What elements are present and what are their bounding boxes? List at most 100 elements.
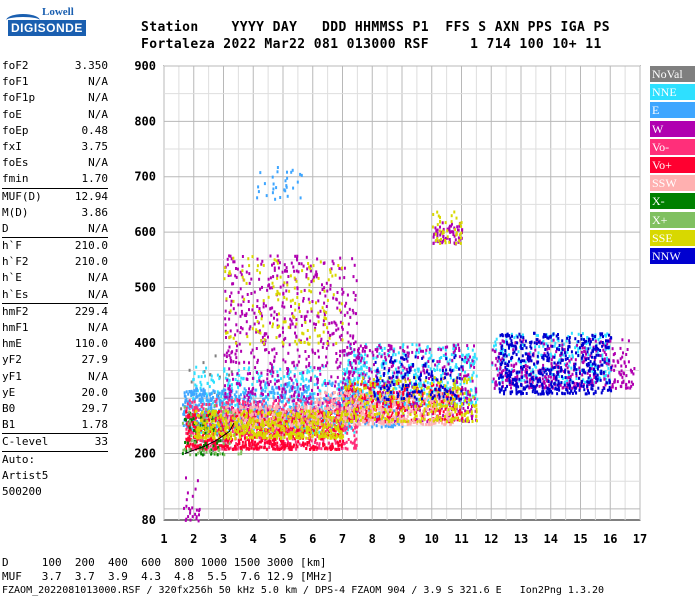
echo-point [279, 419, 282, 423]
echo-point [320, 404, 323, 408]
echo-point [508, 371, 511, 375]
echo-point [204, 410, 206, 414]
echo-point [514, 376, 517, 380]
echo-point [209, 444, 212, 448]
echo-point [520, 378, 523, 382]
echo-point [209, 422, 212, 426]
echo-point [291, 387, 294, 391]
echo-point [271, 374, 274, 378]
echo-point [220, 409, 223, 413]
echo-point [303, 395, 305, 399]
echo-point [243, 387, 246, 391]
echo-point [263, 417, 266, 421]
echo-point [309, 447, 312, 451]
echo-point [566, 379, 569, 383]
echo-point [457, 373, 460, 377]
echo-point [583, 346, 586, 350]
echo-point [630, 370, 633, 374]
echo-point [562, 370, 565, 373]
echo-point [440, 406, 443, 410]
echo-point [375, 374, 378, 378]
echo-point [312, 445, 314, 449]
echo-point [406, 386, 409, 390]
echo-point [295, 443, 298, 447]
param-row: yF1 N/A [2, 369, 108, 385]
echo-point [301, 376, 304, 380]
echo-point [350, 425, 353, 429]
echo-point [341, 287, 344, 291]
echo-point [334, 380, 337, 384]
echo-point [236, 379, 239, 383]
echo-point [452, 403, 455, 407]
echo-point [491, 380, 494, 384]
echo-point [339, 421, 342, 425]
echo-point [371, 393, 374, 397]
echo-point [237, 445, 240, 449]
echo-point [543, 352, 546, 356]
echo-point [247, 396, 250, 399]
echo-point [416, 367, 419, 371]
echo-point [270, 390, 272, 394]
param-name: 500200 [2, 484, 42, 498]
echo-point [443, 384, 445, 387]
echo-point [256, 380, 259, 383]
echo-point [202, 399, 205, 403]
echo-point [330, 267, 333, 271]
echo-point [209, 407, 212, 410]
param-value: N/A [88, 221, 108, 235]
param-row: C-level 33 [2, 434, 108, 450]
echo-point [449, 230, 452, 234]
param-value: 1.78 [81, 418, 109, 432]
echo-point [352, 275, 355, 279]
echo-point [591, 364, 593, 368]
echo-point [342, 426, 345, 430]
echo-point [522, 338, 525, 341]
echo-point [427, 365, 430, 368]
echo-point [196, 389, 199, 393]
echo-point [344, 428, 347, 432]
echo-point [315, 322, 317, 326]
echo-point [352, 428, 355, 432]
echo-point [567, 376, 570, 380]
echo-point [364, 422, 367, 426]
echo-point [284, 423, 287, 427]
echo-point [287, 412, 290, 415]
echo-point [260, 380, 262, 384]
echo-point [446, 360, 449, 364]
echo-point [361, 389, 364, 393]
echo-point [227, 397, 229, 401]
echo-point [186, 402, 189, 406]
echo-point [228, 407, 231, 411]
echo-point [290, 427, 293, 431]
echo-point [612, 359, 615, 363]
echo-point [278, 448, 281, 451]
echo-point [455, 344, 457, 348]
echo-point [258, 329, 261, 333]
echo-point [269, 321, 271, 325]
echo-point [349, 363, 352, 367]
echo-point [271, 405, 274, 409]
echo-point [235, 275, 238, 279]
echo-point [390, 347, 393, 351]
param-value: N/A [88, 287, 108, 301]
param-row: fxI 3.75 [2, 139, 108, 155]
echo-point [467, 406, 469, 410]
echo-point [336, 291, 339, 294]
echo-point [274, 442, 276, 446]
echo-point [324, 384, 327, 387]
echo-point [275, 313, 278, 317]
echo-point [315, 420, 318, 424]
param-value: 3.86 [81, 205, 109, 219]
echo-point [233, 260, 236, 264]
echo-point [299, 399, 302, 403]
echo-point [269, 254, 272, 258]
echo-point [368, 377, 371, 381]
echo-point [294, 254, 297, 258]
echo-point [316, 382, 318, 386]
echo-point [342, 391, 344, 395]
echo-point [437, 347, 440, 351]
echo-point [239, 331, 242, 335]
echo-point [328, 400, 331, 404]
echo-point [314, 374, 317, 378]
echo-point [205, 395, 208, 399]
